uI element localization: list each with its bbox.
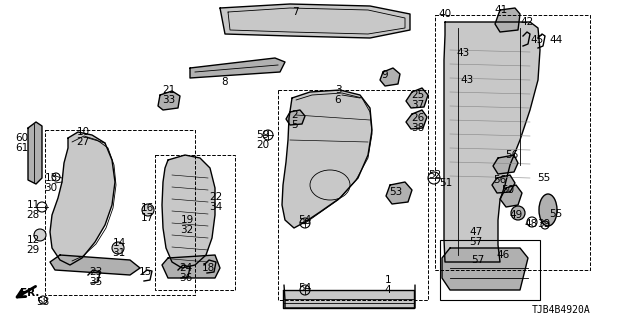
Text: 34: 34 — [209, 202, 223, 212]
Polygon shape — [158, 91, 180, 110]
Polygon shape — [162, 155, 215, 268]
Polygon shape — [50, 132, 115, 265]
Polygon shape — [492, 175, 515, 193]
Text: 21: 21 — [163, 85, 175, 95]
Polygon shape — [50, 255, 140, 275]
Polygon shape — [162, 255, 220, 278]
Circle shape — [34, 229, 46, 241]
Text: 20: 20 — [257, 140, 269, 150]
Text: 9: 9 — [381, 70, 388, 80]
Text: 50: 50 — [501, 185, 515, 195]
Text: 52: 52 — [428, 170, 442, 180]
Polygon shape — [442, 248, 528, 290]
Polygon shape — [28, 122, 42, 184]
Text: 10: 10 — [76, 127, 90, 137]
Text: 12: 12 — [26, 235, 40, 245]
Text: 1: 1 — [385, 275, 391, 285]
Text: 59: 59 — [257, 130, 269, 140]
Text: 18: 18 — [202, 263, 214, 273]
Text: 37: 37 — [412, 100, 424, 110]
Polygon shape — [495, 8, 520, 32]
Text: 31: 31 — [113, 248, 125, 258]
Polygon shape — [406, 110, 427, 129]
Text: 25: 25 — [412, 90, 424, 100]
Polygon shape — [500, 185, 522, 207]
Text: 42: 42 — [520, 17, 534, 27]
Text: 33: 33 — [163, 95, 175, 105]
Polygon shape — [406, 88, 428, 108]
Text: 56: 56 — [493, 175, 507, 185]
Text: 17: 17 — [140, 213, 154, 223]
Text: 19: 19 — [180, 215, 194, 225]
Text: 56: 56 — [506, 150, 518, 160]
Text: 57: 57 — [472, 255, 484, 265]
Polygon shape — [386, 182, 412, 204]
Text: 39: 39 — [538, 219, 550, 229]
Text: 16: 16 — [140, 203, 154, 213]
Text: 35: 35 — [90, 277, 102, 287]
Text: 27: 27 — [76, 137, 90, 147]
Text: 6: 6 — [335, 95, 341, 105]
Text: 30: 30 — [44, 183, 58, 193]
Text: TJB4B4920A: TJB4B4920A — [531, 305, 590, 315]
Text: 53: 53 — [389, 187, 403, 197]
Text: 54: 54 — [298, 215, 312, 225]
Text: 32: 32 — [180, 225, 194, 235]
Polygon shape — [444, 22, 540, 262]
Text: 7: 7 — [292, 7, 298, 17]
Text: 60: 60 — [15, 133, 29, 143]
Text: 44: 44 — [549, 35, 563, 45]
Circle shape — [511, 206, 525, 220]
Polygon shape — [286, 110, 305, 125]
Text: 4: 4 — [385, 285, 391, 295]
Text: 57: 57 — [469, 237, 483, 247]
Polygon shape — [190, 58, 285, 78]
Text: 41: 41 — [494, 5, 508, 15]
Text: 51: 51 — [440, 178, 452, 188]
Ellipse shape — [539, 194, 557, 226]
Polygon shape — [283, 290, 414, 308]
Text: 48: 48 — [524, 219, 538, 229]
Text: 15: 15 — [138, 267, 152, 277]
Text: 54: 54 — [298, 283, 312, 293]
Text: 23: 23 — [90, 267, 102, 277]
Polygon shape — [493, 155, 518, 174]
Text: 38: 38 — [412, 123, 424, 133]
Text: 13: 13 — [44, 173, 58, 183]
Text: 40: 40 — [438, 9, 452, 19]
Polygon shape — [220, 4, 410, 38]
Text: 26: 26 — [412, 113, 424, 123]
Circle shape — [112, 242, 124, 254]
Text: 45: 45 — [531, 35, 543, 45]
Text: 43: 43 — [460, 75, 474, 85]
Text: 58: 58 — [36, 297, 50, 307]
Text: 3: 3 — [335, 85, 341, 95]
Text: 5: 5 — [292, 120, 298, 130]
Text: 47: 47 — [469, 227, 483, 237]
Text: 55: 55 — [538, 173, 550, 183]
Text: 22: 22 — [209, 192, 223, 202]
Text: 43: 43 — [456, 48, 470, 58]
Text: 24: 24 — [179, 263, 193, 273]
Polygon shape — [380, 68, 400, 86]
Text: 61: 61 — [15, 143, 29, 153]
Text: 55: 55 — [549, 209, 563, 219]
Text: 14: 14 — [113, 238, 125, 248]
Text: 2: 2 — [292, 110, 298, 120]
Text: 49: 49 — [509, 210, 523, 220]
Circle shape — [142, 204, 154, 216]
Text: 11: 11 — [26, 200, 40, 210]
Polygon shape — [282, 90, 372, 228]
Text: 46: 46 — [497, 250, 509, 260]
Text: 36: 36 — [179, 273, 193, 283]
Text: 28: 28 — [26, 210, 40, 220]
Text: 8: 8 — [221, 77, 228, 87]
Text: FR.: FR. — [20, 288, 40, 298]
Text: 29: 29 — [26, 245, 40, 255]
